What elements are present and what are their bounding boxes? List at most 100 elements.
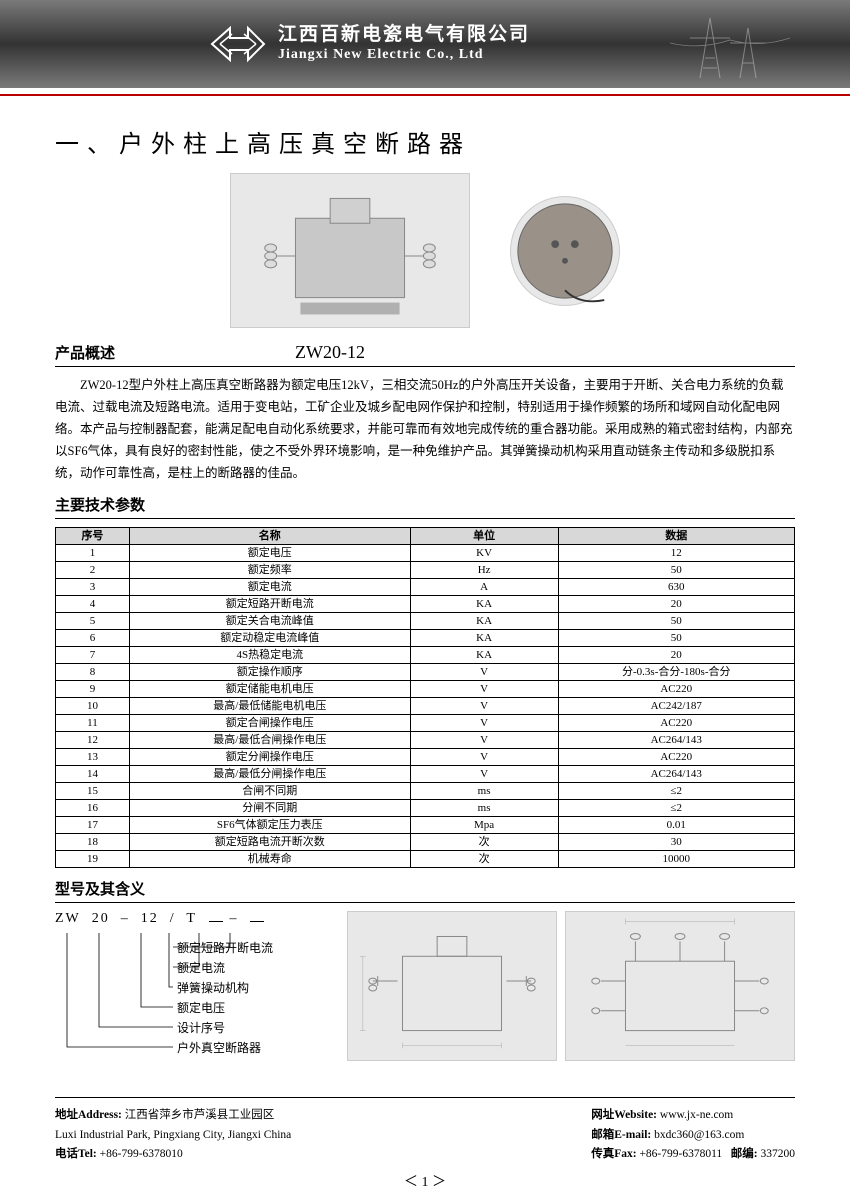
table-cell: 额定关合电流峰值: [129, 613, 410, 630]
table-cell: 额定频率: [129, 562, 410, 579]
code-20: 20: [92, 911, 110, 926]
table-cell: AC220: [558, 681, 795, 698]
table-cell: V: [410, 732, 558, 749]
company-name-cn: 江西百新电瓷电气有限公司: [278, 24, 530, 47]
table-row: 4额定短路开断电流KA20: [56, 596, 795, 613]
fax-label: 传真Fax:: [591, 1148, 636, 1160]
code-12: 12: [141, 911, 159, 926]
section-overview-heading: 产品概述 ZW20-12: [55, 342, 795, 367]
table-cell: 7: [56, 647, 130, 664]
table-cell: 额定电压: [129, 545, 410, 562]
table-cell: Mpa: [410, 817, 558, 834]
meaning-4: 设计序号: [177, 1019, 225, 1036]
table-row: 18额定短路电流开断次数次30: [56, 834, 795, 851]
table-cell: 9: [56, 681, 130, 698]
table-cell: ≤2: [558, 783, 795, 800]
table-cell: 额定短路开断电流: [129, 596, 410, 613]
table-cell: KA: [410, 596, 558, 613]
table-cell: 分-0.3s-合分-180s-合分: [558, 664, 795, 681]
table-cell: V: [410, 698, 558, 715]
zip-value: 337200: [761, 1148, 796, 1160]
params-table: 序号名称单位数据 1额定电压KV122额定频率Hz503额定电流A6304额定短…: [55, 527, 795, 868]
table-row: 15合闸不同期ms≤2: [56, 783, 795, 800]
table-cell: 分闸不同期: [129, 800, 410, 817]
meaning-5: 户外真空断路器: [177, 1039, 261, 1056]
tel-label: 电话Tel:: [55, 1148, 97, 1160]
table-row: 13额定分闸操作电压VAC220: [56, 749, 795, 766]
company-logo-icon: [210, 24, 266, 64]
email-label: 邮箱E-mail:: [591, 1129, 651, 1141]
table-cell: KA: [410, 613, 558, 630]
table-cell: ms: [410, 783, 558, 800]
table-row: 8额定操作顺序V分-0.3s-合分-180s-合分: [56, 664, 795, 681]
tech-drawing-front: [347, 911, 557, 1061]
table-cell: 6: [56, 630, 130, 647]
table-cell: V: [410, 715, 558, 732]
table-row: 2额定频率Hz50: [56, 562, 795, 579]
code-dash: –: [121, 911, 130, 926]
table-cell: AC242/187: [558, 698, 795, 715]
table-row: 16分闸不同期ms≤2: [56, 800, 795, 817]
table-row: 10最高/最低储能电机电压VAC242/187: [56, 698, 795, 715]
table-cell: A: [410, 579, 558, 596]
meaning-0: 额定短路开断电流: [177, 939, 273, 956]
code-slash: /: [170, 911, 176, 926]
company-name-en: Jiangxi New Electric Co., Ltd: [278, 47, 530, 64]
table-cell: 0.01: [558, 817, 795, 834]
section-model-heading: 型号及其含义: [55, 878, 795, 903]
table-cell: 13: [56, 749, 130, 766]
code-t: T: [186, 911, 197, 926]
table-cell: 50: [558, 613, 795, 630]
table-cell: 10: [56, 698, 130, 715]
table-header: 数据: [558, 528, 795, 545]
model-number: ZW20-12: [295, 342, 365, 363]
table-cell: SF6气体额定压力表压: [129, 817, 410, 834]
meaning-3: 额定电压: [177, 999, 225, 1016]
page-footer: 地址Address: 江西省萍乡市芦溪县工业园区 Luxi Industrial…: [55, 1097, 795, 1165]
code-zw: ZW: [55, 911, 81, 926]
table-row: 3额定电流A630: [56, 579, 795, 596]
table-cell: 3: [56, 579, 130, 596]
tel-value: +86-799-6378010: [100, 1148, 183, 1160]
table-cell: 2: [56, 562, 130, 579]
table-row: 11额定合闸操作电压VAC220: [56, 715, 795, 732]
table-cell: 11: [56, 715, 130, 732]
table-cell: 20: [558, 647, 795, 664]
table-row: 9额定储能电机电压VAC220: [56, 681, 795, 698]
table-cell: V: [410, 664, 558, 681]
pylon-decoration-icon: [670, 8, 790, 80]
table-cell: Hz: [410, 562, 558, 579]
table-row: 74S热稳定电流KA20: [56, 647, 795, 664]
table-cell: 50: [558, 630, 795, 647]
table-row: 12最高/最低合闸操作电压VAC264/143: [56, 732, 795, 749]
model-code-diagram: ZW 20 – 12 / T –: [55, 911, 335, 1073]
table-cell: 额定电流: [129, 579, 410, 596]
email-value: bxdc360@163.com: [654, 1129, 744, 1141]
zip-label: 邮编:: [731, 1148, 758, 1160]
table-cell: AC220: [558, 749, 795, 766]
table-cell: 12: [558, 545, 795, 562]
table-cell: 17: [56, 817, 130, 834]
table-cell: 630: [558, 579, 795, 596]
table-cell: AC264/143: [558, 732, 795, 749]
table-cell: V: [410, 749, 558, 766]
product-image-controller: [510, 196, 620, 306]
table-cell: 4S热稳定电流: [129, 647, 410, 664]
table-cell: 15: [56, 783, 130, 800]
table-cell: 10000: [558, 851, 795, 868]
table-cell: 20: [558, 596, 795, 613]
table-cell: 额定分闸操作电压: [129, 749, 410, 766]
table-cell: 合闸不同期: [129, 783, 410, 800]
code-blank1: [209, 921, 223, 922]
table-row: 17SF6气体额定压力表压Mpa0.01: [56, 817, 795, 834]
section-params-heading: 主要技术参数: [55, 494, 795, 519]
table-cell: 额定短路电流开断次数: [129, 834, 410, 851]
table-cell: 额定操作顺序: [129, 664, 410, 681]
table-cell: 次: [410, 851, 558, 868]
table-cell: 18: [56, 834, 130, 851]
address-label: 地址Address:: [55, 1109, 122, 1121]
meaning-1: 额定电流: [177, 959, 225, 976]
table-cell: 19: [56, 851, 130, 868]
product-image-row: [55, 173, 795, 328]
table-cell: 1: [56, 545, 130, 562]
